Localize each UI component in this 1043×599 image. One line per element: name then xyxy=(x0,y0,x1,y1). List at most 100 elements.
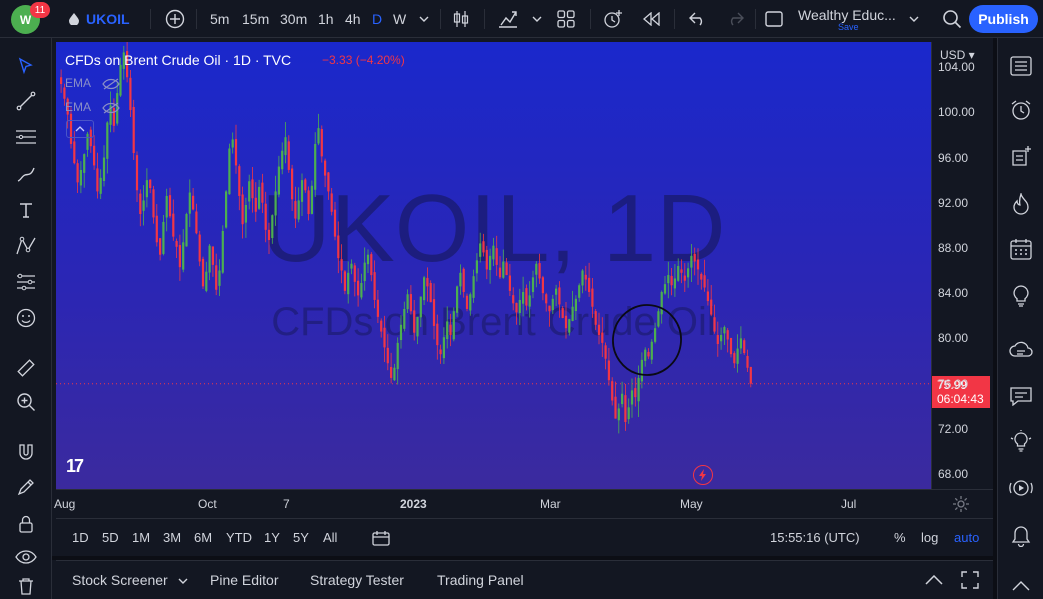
layout-square-icon[interactable] xyxy=(764,0,784,38)
range-5y[interactable]: 5Y xyxy=(293,530,309,545)
interval-5m[interactable]: 5m xyxy=(210,11,230,27)
expand-panel-chevron-up-icon[interactable] xyxy=(925,575,943,585)
data-window-icon[interactable] xyxy=(1007,142,1035,170)
candle xyxy=(102,145,106,187)
bell-icon[interactable] xyxy=(1007,522,1035,550)
templates-grid-icon[interactable] xyxy=(556,0,576,38)
currency-selector[interactable]: USD ▾ xyxy=(940,48,975,62)
range-1m[interactable]: 1M xyxy=(132,530,151,545)
candle xyxy=(502,249,505,279)
range-5d[interactable]: 5D xyxy=(102,530,119,545)
interval-w[interactable]: W xyxy=(393,11,407,27)
interval-d[interactable]: D xyxy=(372,11,383,27)
zoom-icon[interactable] xyxy=(12,388,40,416)
gear-icon[interactable] xyxy=(951,494,971,514)
candle xyxy=(116,82,119,126)
streams-cloud-icon[interactable] xyxy=(1007,336,1035,364)
candle xyxy=(456,285,459,317)
compare-add-icon[interactable] xyxy=(164,0,186,38)
percent-toggle[interactable]: % xyxy=(894,530,906,545)
ruler-icon[interactable] xyxy=(12,354,40,382)
log-toggle[interactable]: log xyxy=(921,530,939,545)
candle xyxy=(578,283,581,302)
symbol-drop-icon[interactable] xyxy=(66,0,82,38)
more-chevron-icon[interactable] xyxy=(1007,572,1035,599)
range-1y[interactable]: 1Y xyxy=(264,530,280,545)
candle xyxy=(188,179,191,228)
utc-clock[interactable]: 15:55:16 (UTC) xyxy=(770,530,860,545)
candle xyxy=(607,347,610,386)
ema-indicator-2[interactable]: EMA xyxy=(65,100,120,114)
range-6m[interactable]: 6M xyxy=(194,530,213,545)
horizontal-lines-icon[interactable] xyxy=(12,123,40,151)
eye-hidden-icon[interactable] xyxy=(101,78,120,90)
search-icon[interactable] xyxy=(941,0,963,38)
alert-add-icon[interactable] xyxy=(601,0,625,38)
publish-button[interactable]: Publish xyxy=(969,5,1038,33)
interval-15m[interactable]: 15m xyxy=(242,11,270,27)
candles-chart-type-icon[interactable] xyxy=(450,0,472,38)
brush-icon[interactable] xyxy=(12,160,40,188)
draw-mode-icon[interactable] xyxy=(12,473,40,501)
tab-strategy-tester[interactable]: Strategy Tester xyxy=(310,572,404,588)
range-all[interactable]: All xyxy=(323,530,338,545)
time-scale[interactable]: Aug Oct 7 2023 Mar May Jul xyxy=(54,489,993,517)
candle xyxy=(225,190,228,229)
date-range-calendar-icon[interactable] xyxy=(372,530,390,546)
text-tool-icon[interactable] xyxy=(12,196,40,224)
maximize-icon[interactable] xyxy=(961,571,979,589)
play-broadcast-icon[interactable] xyxy=(1007,474,1035,502)
interval-4h[interactable]: 4h xyxy=(345,11,361,27)
cursor-icon[interactable] xyxy=(12,52,40,80)
symbol-search-button[interactable]: UKOIL xyxy=(86,11,130,27)
trash-icon[interactable] xyxy=(12,572,40,599)
interval-1h[interactable]: 1h xyxy=(318,11,334,27)
interval-chevron-down-icon[interactable] xyxy=(418,0,430,38)
trend-line-icon[interactable] xyxy=(12,87,40,115)
redo-icon[interactable] xyxy=(725,0,745,38)
hotlists-fire-icon[interactable] xyxy=(1007,190,1035,218)
undo-icon[interactable] xyxy=(688,0,708,38)
legend-collapse-button[interactable] xyxy=(66,120,94,138)
range-ytd[interactable]: YTD xyxy=(226,530,252,545)
pattern-icon[interactable] xyxy=(12,232,40,260)
layout-chevron-down-icon[interactable] xyxy=(908,0,920,38)
indicators-icon[interactable] xyxy=(496,0,520,38)
auto-toggle[interactable]: auto xyxy=(954,530,980,545)
lock-icon[interactable] xyxy=(12,510,40,538)
range-3m[interactable]: 3M xyxy=(163,530,182,545)
eye-icon[interactable] xyxy=(12,543,40,571)
replay-icon[interactable] xyxy=(640,0,662,38)
chart-title[interactable]: CFDs on Brent Crude Oil · 1D · TVC xyxy=(65,52,292,68)
prediction-icon[interactable] xyxy=(12,268,40,296)
notifications-bulb-icon[interactable] xyxy=(1007,428,1035,456)
date-range-bar: 1D 5D 1M 3M 6M YTD 1Y 5Y All 15:55:16 (U… xyxy=(56,518,993,556)
eye-hidden-icon[interactable] xyxy=(101,102,120,114)
candle xyxy=(498,256,502,279)
layout-name[interactable]: Wealthy Educ... xyxy=(798,7,896,23)
calendar-icon[interactable] xyxy=(1007,235,1035,263)
tab-pine-editor[interactable]: Pine Editor xyxy=(210,572,279,588)
indicators-chevron-down-icon[interactable] xyxy=(531,0,543,38)
ema-indicator-1[interactable]: EMA xyxy=(65,76,120,90)
candle xyxy=(736,334,739,373)
interval-30m[interactable]: 30m xyxy=(280,11,308,27)
tab-trading-panel[interactable]: Trading Panel xyxy=(437,572,524,588)
candle xyxy=(162,214,165,256)
candle xyxy=(324,158,327,188)
range-1d[interactable]: 1D xyxy=(72,530,89,545)
layout-save-status[interactable]: Save xyxy=(838,21,859,32)
lightning-icon[interactable] xyxy=(693,465,713,485)
chat-icon[interactable] xyxy=(1007,382,1035,410)
watchlist-icon[interactable] xyxy=(1007,52,1035,80)
candle xyxy=(588,262,591,297)
magnet-icon[interactable] xyxy=(12,438,40,466)
alerts-clock-icon[interactable] xyxy=(1007,96,1035,124)
tradingview-logo[interactable]: 17 xyxy=(66,456,84,476)
ideas-lightbulb-icon[interactable] xyxy=(1007,282,1035,310)
chart-pane[interactable]: UKOIL, 1D CFDs on Brent Crude Oil CFDs o… xyxy=(56,42,931,489)
candle xyxy=(558,281,561,318)
price-scale[interactable]: USD ▾ 75.99 06:04:43 104.00 100.00 96.00 92… xyxy=(931,42,993,489)
tab-stock-screener[interactable]: Stock Screener xyxy=(72,572,188,588)
emoji-icon[interactable] xyxy=(12,304,40,332)
